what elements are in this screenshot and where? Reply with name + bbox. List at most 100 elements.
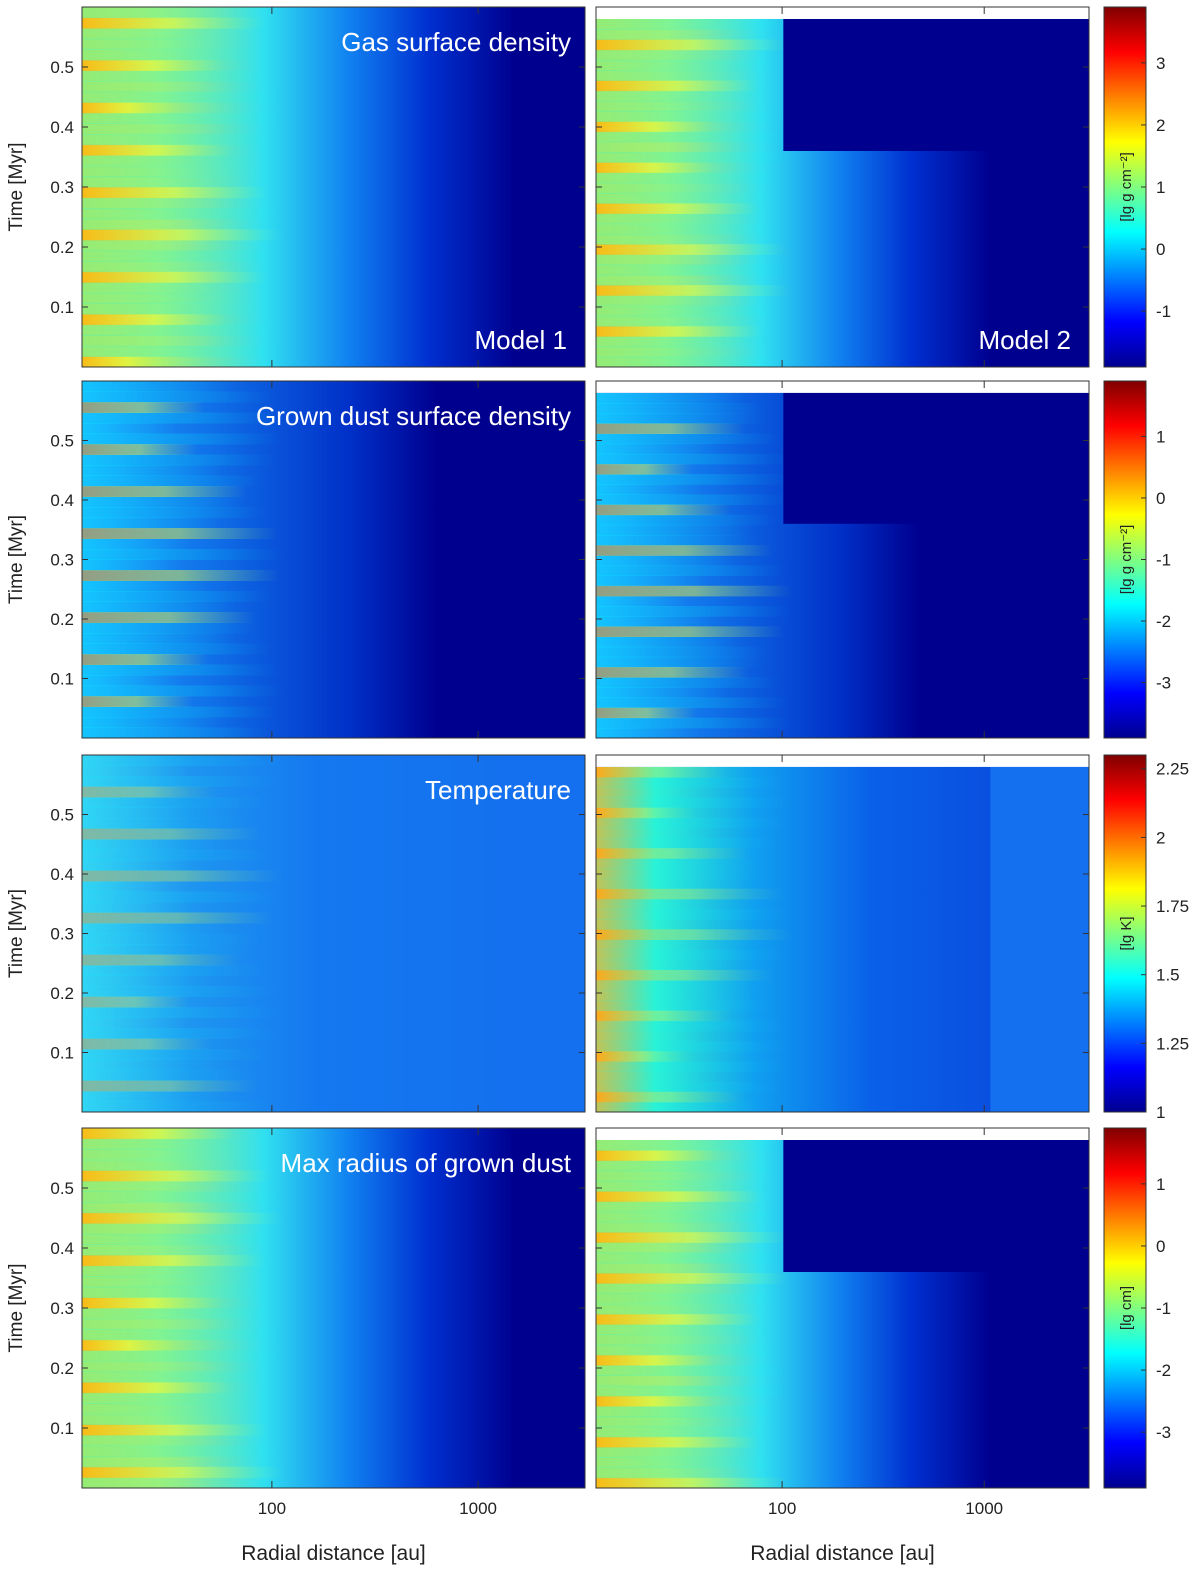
heatmap-band xyxy=(596,535,759,546)
heatmap-band xyxy=(82,1049,270,1060)
heatmap-band xyxy=(82,197,213,209)
colorbar-label: [lg g cm⁻²] xyxy=(1118,525,1135,595)
heatmap-band xyxy=(596,19,794,30)
heatmap-band xyxy=(596,1354,714,1366)
colorbar-tick-label: -1 xyxy=(1156,551,1171,570)
heatmap-band xyxy=(596,233,728,245)
heatmap-band xyxy=(82,1318,198,1330)
heatmap-band xyxy=(82,1466,284,1478)
y-tick-label: 0.5 xyxy=(50,1179,74,1198)
x-axis-label: Radial distance [au] xyxy=(241,1542,425,1565)
heatmap-band xyxy=(596,295,724,307)
heatmap-band xyxy=(82,1070,254,1081)
heatmap-band xyxy=(596,484,705,495)
heatmap-band xyxy=(82,1138,256,1150)
heatmap-band xyxy=(82,1007,284,1018)
model-label: Model 2 xyxy=(979,325,1072,355)
heatmap-band xyxy=(82,1170,272,1182)
heatmap-band xyxy=(596,162,713,174)
heatmap-band xyxy=(82,1339,177,1351)
heatmap-band xyxy=(82,1080,259,1092)
panel-title: Grown dust surface density xyxy=(256,401,571,431)
heatmap-band xyxy=(82,1456,186,1468)
heatmap-band xyxy=(596,121,713,133)
heatmap-band xyxy=(596,1061,792,1072)
y-tick-label: 0.4 xyxy=(50,491,74,510)
heatmap-band xyxy=(82,261,217,273)
heatmap-band xyxy=(82,622,256,634)
heatmap-band xyxy=(596,39,790,51)
heatmap-band xyxy=(82,538,193,550)
heatmap-band xyxy=(82,839,228,850)
panel-2-0: Temperature xyxy=(81,754,586,1113)
heatmap-band xyxy=(596,213,752,225)
heatmap-band xyxy=(82,1212,284,1224)
heatmap-band xyxy=(596,1091,745,1103)
heatmap-band xyxy=(82,818,251,829)
heatmap-band xyxy=(82,250,279,262)
heatmap-band xyxy=(596,152,793,163)
heatmap-band xyxy=(82,239,190,252)
heatmap-band xyxy=(596,403,767,414)
heatmap-band xyxy=(82,1017,185,1029)
x-tick-label: 1000 xyxy=(965,1499,1003,1518)
heatmap-band xyxy=(596,636,742,648)
heatmap-band xyxy=(82,454,277,466)
heatmap-band xyxy=(596,1416,738,1428)
heatmap-band xyxy=(596,1160,784,1172)
heatmap-band xyxy=(82,1403,253,1415)
heatmap-band xyxy=(596,1477,789,1488)
heatmap-band xyxy=(596,1221,725,1233)
colorbar-gradient xyxy=(1103,1127,1147,1489)
colorbar-label: [lg g cm⁻²] xyxy=(1118,152,1135,222)
heatmap-band xyxy=(82,923,228,934)
heatmap-band xyxy=(82,486,248,497)
heatmap-band xyxy=(596,474,794,485)
heatmap-band xyxy=(596,1232,790,1243)
heatmap-band xyxy=(596,616,716,627)
heatmap-band xyxy=(82,1038,213,1050)
y-tick-label: 0.1 xyxy=(50,298,74,317)
y-tick-label: 0.3 xyxy=(50,925,74,944)
panels: Gas surface density Model 1 Model 2 Grown d… xyxy=(81,6,1090,1489)
heatmap-band xyxy=(596,878,743,890)
y-tick-label: 0.3 xyxy=(50,1299,74,1318)
heatmap-band xyxy=(596,1395,712,1407)
panel-0-0: Gas surface density Model 1 xyxy=(81,6,586,368)
heatmap-band xyxy=(82,324,275,336)
heatmap-band xyxy=(82,165,254,177)
heatmap-band xyxy=(82,944,250,955)
heatmap-band xyxy=(596,1334,740,1346)
heatmap-band xyxy=(82,881,173,892)
heatmap-band xyxy=(596,717,794,729)
y-tick-label: 0.1 xyxy=(50,670,74,689)
heatmap-band xyxy=(596,888,784,900)
heatmap-band xyxy=(596,264,794,276)
heatmap-band xyxy=(596,1344,785,1356)
heatmap-band xyxy=(82,717,220,728)
heatmap-band xyxy=(82,314,228,326)
heatmap-band xyxy=(596,1081,783,1093)
heatmap-band xyxy=(596,131,793,143)
heatmap-band xyxy=(596,1283,727,1295)
colorbar-tick-label: 2.25 xyxy=(1156,760,1189,779)
heatmap-band xyxy=(82,1276,248,1288)
y-tick-label: 0.2 xyxy=(50,984,74,1003)
heatmap-band xyxy=(596,1324,771,1335)
heatmap-band xyxy=(82,912,276,924)
heatmap-band xyxy=(596,80,761,92)
y-tick-label: 0.1 xyxy=(50,1419,74,1438)
colorbar-2: 1 1.25 1.5 1.75 2 2.25 [lg K] xyxy=(1103,754,1189,1122)
y-tick-label: 0.2 xyxy=(50,610,74,629)
heatmap-band xyxy=(596,1293,779,1305)
heatmap-band xyxy=(596,1140,792,1151)
heatmap-band xyxy=(596,346,743,358)
heatmap-band xyxy=(82,1244,220,1256)
heatmap-band xyxy=(82,664,281,676)
heatmap-band xyxy=(596,1211,780,1223)
heatmap-band xyxy=(82,1059,238,1071)
heatmap-band xyxy=(82,475,264,487)
heatmap-band xyxy=(596,1170,742,1182)
heatmap-band xyxy=(82,1350,282,1362)
heatmap-band xyxy=(82,7,221,19)
